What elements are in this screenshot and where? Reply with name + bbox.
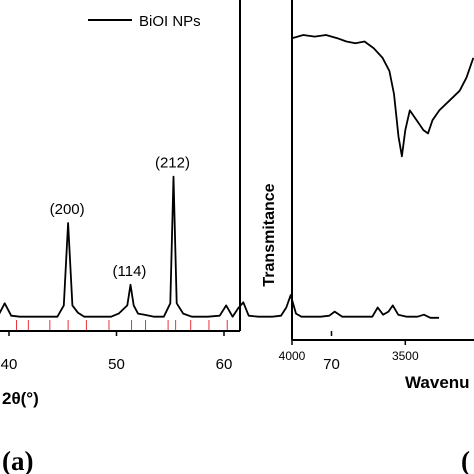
ftir-x-axis-label: Wavenu — [405, 373, 470, 392]
xrd-reference-ticks — [16, 320, 228, 330]
ftir-y-axis-label: Transmitance — [261, 183, 278, 286]
xrd-x-ticks: 40 50 60 70 — [1, 331, 340, 373]
ftir-x-tick-label: 3500 — [392, 349, 419, 363]
panel-label-a: (a) — [2, 446, 33, 474]
xrd-peak-label: (114) — [113, 263, 147, 280]
xrd-trace — [0, 175, 439, 319]
xrd-x-tick-label: 40 — [1, 356, 18, 373]
xrd-peak-label: (212) — [155, 155, 190, 172]
ftir-panel: 4000350030002500 Transmitance Wavenu — [261, 0, 474, 392]
xrd-x-tick-label: 50 — [108, 356, 125, 373]
xrd-x-tick-label: 60 — [216, 356, 233, 373]
ftir-trace — [291, 34, 474, 158]
xrd-peak-labels: (200) (114) (212) — [50, 155, 190, 280]
ftir-x-ticks: 4000350030002500 — [279, 340, 419, 363]
xrd-peak-label: (200) — [50, 201, 85, 218]
xrd-x-axis-label: 2θ(°) — [2, 389, 39, 408]
legend-entry-biOI-nps: BiOI NPs — [139, 13, 201, 30]
ftir-x-tick-label: 4000 — [279, 349, 306, 363]
xrd-legend: BiOI NPs — [88, 13, 201, 30]
xrd-panel: 40 50 60 70 (200) (114) (212) BiOI NPs 2θ(°) — [0, 0, 439, 408]
xrd-x-tick-label: 70 — [323, 356, 340, 373]
panel-label-b: ( — [461, 446, 470, 474]
